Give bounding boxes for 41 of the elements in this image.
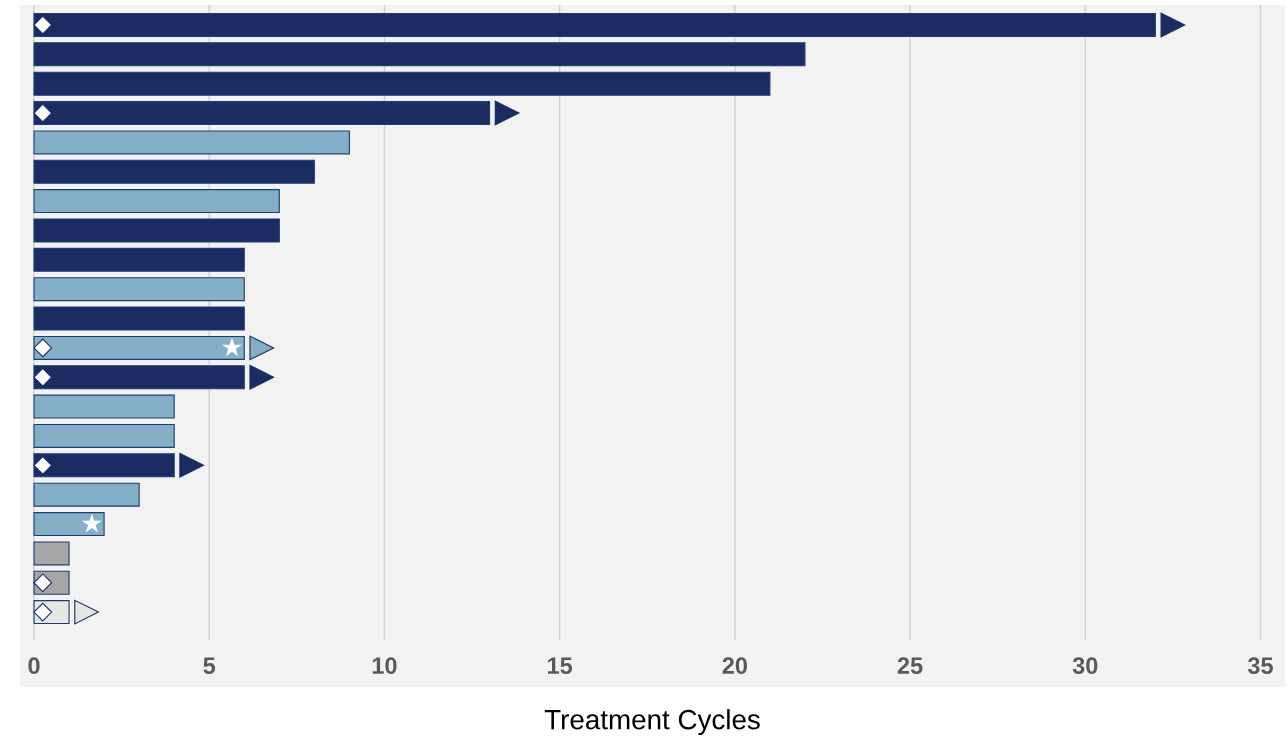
- bar: [33, 335, 245, 360]
- bar: [33, 365, 245, 390]
- bar: [33, 42, 806, 67]
- bar: [33, 247, 245, 272]
- x-tick-label: 15: [548, 657, 573, 675]
- point: [179, 452, 205, 478]
- bar: [33, 394, 175, 419]
- bar: [33, 482, 140, 507]
- point: [81, 513, 102, 533]
- point: [33, 367, 53, 387]
- point: [249, 364, 275, 390]
- x-tick-label: 5: [203, 657, 216, 675]
- point: [74, 599, 99, 625]
- bar: [33, 218, 280, 243]
- point: [494, 100, 520, 126]
- bar: [33, 541, 70, 566]
- x-tick-label: 30: [1072, 657, 1098, 675]
- point: [1160, 12, 1186, 38]
- bar: [33, 512, 105, 537]
- point: [33, 103, 53, 123]
- x-tick-label: 25: [897, 657, 923, 675]
- bar: [33, 277, 245, 302]
- bar: [33, 159, 315, 184]
- bar: [33, 306, 245, 331]
- bar: [33, 130, 350, 155]
- bar: [33, 12, 1156, 37]
- bar: [33, 453, 175, 478]
- bar: [33, 71, 771, 96]
- point: [222, 337, 242, 357]
- point: [33, 338, 53, 358]
- point: [33, 455, 53, 475]
- x-tick-label: 35: [1247, 657, 1273, 675]
- x-tick-label: 10: [372, 657, 397, 675]
- point: [249, 335, 275, 361]
- bar: [33, 101, 491, 126]
- point: [33, 15, 53, 35]
- bar: [33, 423, 175, 448]
- x-tick-label: 20: [722, 657, 748, 675]
- x-tick-label: 0: [28, 657, 40, 675]
- x-axis-title: Treatment Cycles: [544, 709, 760, 735]
- bar: [33, 189, 280, 214]
